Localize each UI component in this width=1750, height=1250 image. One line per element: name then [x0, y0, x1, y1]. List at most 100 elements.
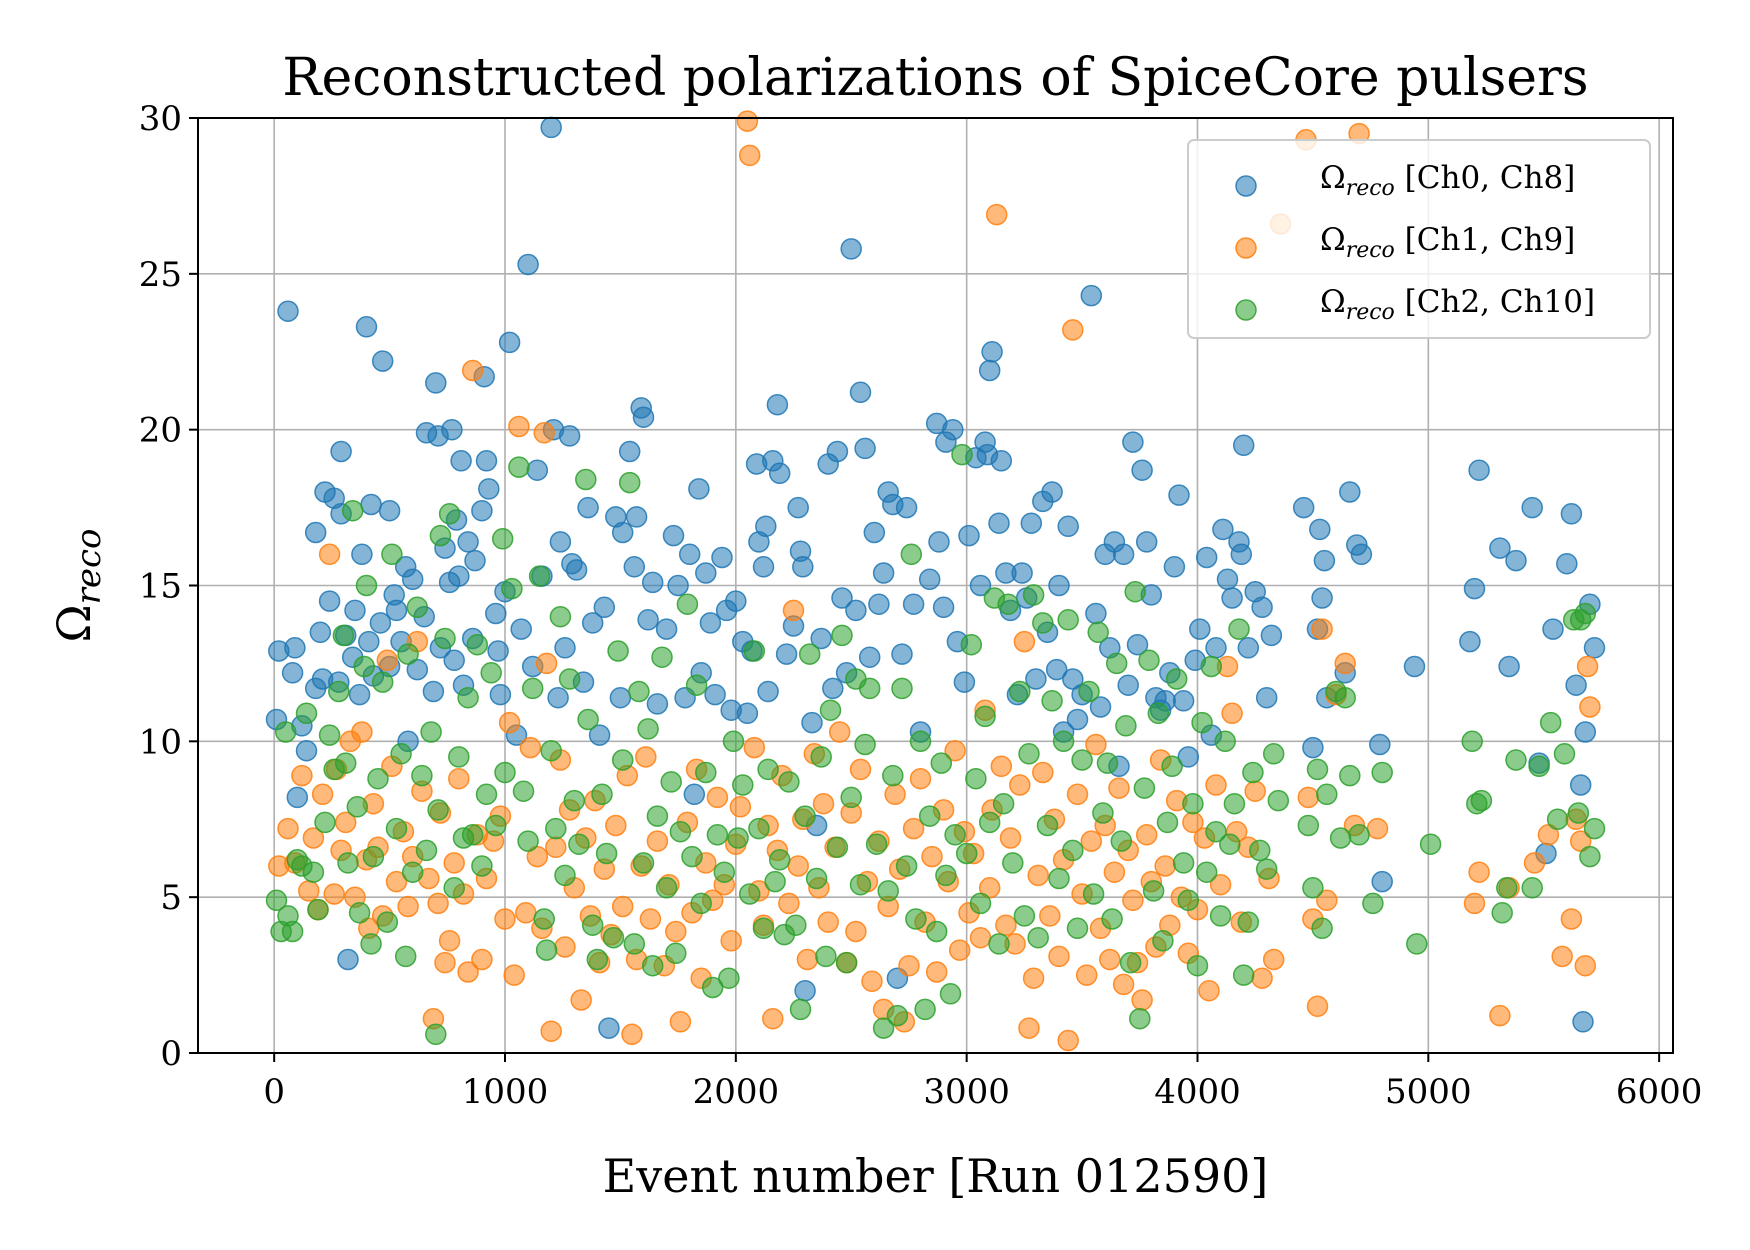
data-point: [346, 796, 369, 818]
data-point: [683, 783, 706, 806]
data-point: [655, 877, 678, 899]
data-point: [1105, 652, 1128, 675]
data-point: [1087, 621, 1109, 644]
data-point: [461, 359, 484, 382]
data-point: [429, 524, 452, 547]
x-tick-label: 2000: [693, 1072, 780, 1112]
data-point: [651, 646, 673, 668]
data-point: [1576, 655, 1599, 678]
data-point: [503, 964, 525, 986]
data-point: [1560, 908, 1583, 930]
data-point: [706, 824, 729, 846]
data-point: [304, 521, 327, 544]
data-point: [1371, 870, 1393, 893]
data-point: [1528, 755, 1550, 778]
data-point: [1032, 612, 1054, 634]
data-point: [494, 761, 516, 784]
data-point: [401, 568, 424, 591]
data-point: [1219, 833, 1241, 855]
data-point: [1172, 852, 1195, 874]
data-point: [1103, 861, 1126, 883]
data-point: [1080, 830, 1103, 852]
data-point: [882, 764, 904, 787]
data-point: [420, 721, 442, 743]
data-point: [563, 789, 586, 812]
data-point: [743, 736, 766, 759]
data-point: [337, 948, 359, 971]
data-point: [891, 643, 913, 665]
data-point: [376, 911, 399, 933]
data-point: [978, 359, 1001, 382]
data-point: [549, 605, 572, 628]
data-point: [515, 902, 537, 924]
data-point: [1122, 431, 1144, 453]
data-point: [498, 711, 521, 734]
data-point: [475, 783, 498, 806]
data-point: [376, 649, 399, 672]
data-point: [953, 671, 976, 693]
data-point: [302, 861, 325, 883]
data-point: [1579, 696, 1601, 718]
series-2: [265, 443, 1606, 1046]
data-point: [812, 792, 835, 815]
data-point: [632, 852, 655, 874]
data-point: [568, 833, 590, 855]
data-point: [1348, 824, 1370, 846]
data-point: [355, 574, 378, 597]
data-point: [1556, 552, 1578, 575]
data-point: [277, 817, 299, 840]
data-point: [1569, 774, 1592, 796]
data-point: [611, 521, 634, 544]
data-point: [1313, 549, 1336, 572]
data-point: [1057, 609, 1079, 631]
data-point: [1579, 845, 1601, 868]
data-point: [801, 711, 823, 734]
data-point: [397, 895, 419, 918]
data-point: [609, 686, 632, 709]
data-point: [438, 930, 461, 952]
data-point: [1237, 911, 1260, 933]
data-point: [944, 824, 966, 846]
data-point: [1096, 752, 1119, 774]
data-point: [591, 783, 613, 806]
data-point: [1214, 730, 1236, 753]
data-point: [637, 609, 659, 631]
data-point: [900, 543, 923, 566]
data-point: [1101, 908, 1123, 930]
data-point: [344, 599, 366, 622]
data-point: [729, 796, 752, 818]
data-point: [865, 833, 888, 855]
data-point: [485, 814, 507, 837]
data-point: [1255, 858, 1278, 880]
data-point: [1334, 652, 1356, 675]
data-point: [884, 783, 906, 806]
data-point: [1339, 481, 1361, 503]
data-point: [766, 393, 789, 416]
data-point: [1172, 690, 1195, 712]
data-point: [858, 677, 881, 700]
data-point: [1085, 733, 1107, 756]
data-point: [1230, 543, 1253, 566]
data-point: [464, 549, 486, 572]
data-point: [810, 746, 832, 768]
data-point: [877, 880, 899, 902]
data-point: [810, 627, 832, 650]
data-point: [1574, 721, 1597, 743]
data-point: [646, 830, 669, 852]
data-point: [1189, 618, 1211, 640]
data-point: [1022, 967, 1045, 989]
data-point: [554, 936, 576, 958]
data-point: [547, 686, 569, 709]
data-point: [1212, 518, 1234, 541]
data-point: [415, 839, 438, 862]
data-point: [1244, 780, 1266, 802]
data-point: [914, 998, 936, 1021]
data-point: [1583, 817, 1606, 840]
data-point: [785, 914, 807, 936]
data-point: [1131, 459, 1153, 481]
data-point: [466, 633, 489, 656]
data-point: [265, 889, 288, 912]
data-point: [1329, 827, 1352, 849]
data-point: [302, 827, 325, 849]
x-tick-label: 3000: [923, 1072, 1010, 1112]
